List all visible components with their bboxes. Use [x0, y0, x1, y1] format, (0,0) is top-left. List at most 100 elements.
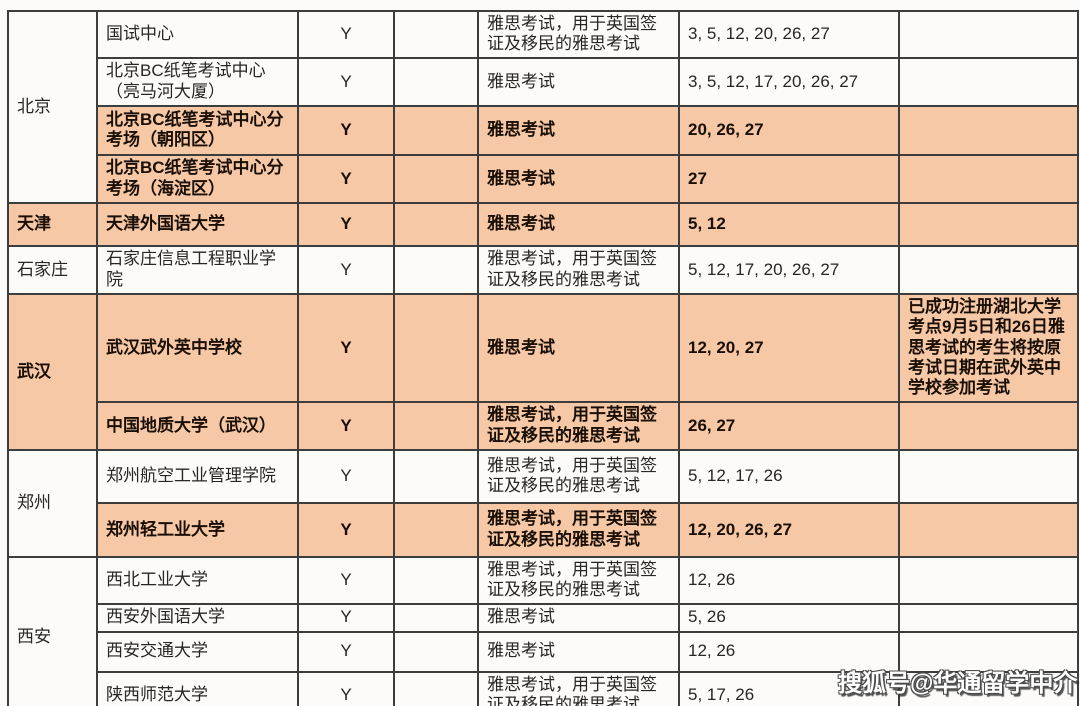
table-row-highlighted: 北京BC纸笔考试中心分考场（朝阳区） Y 雅思考试 20, 26, 27 [8, 104, 1079, 156]
notes-cell [898, 400, 1079, 451]
table-row: 郑州 郑州航空工业管理学院 Y 雅思考试，用于英国签证及移民的雅思考试 5, 1… [7, 448, 1079, 558]
notes-cell [898, 153, 1079, 204]
blank-cell [393, 400, 479, 451]
blank-cell [393, 56, 479, 107]
blank-cell [393, 670, 479, 706]
test-type-cell: 雅思考试 [477, 104, 680, 156]
center-cell: 中国地质大学（武汉） [96, 400, 299, 451]
city-cell-zhengzhou: 郑州 [7, 448, 98, 558]
center-cell: 武汉武外英中学校 [96, 292, 299, 403]
dates-cell: 27 [678, 153, 900, 204]
center-cell: 石家庄信息工程职业学院 [96, 244, 299, 295]
blank-cell [393, 501, 479, 558]
flag-cell: Y [297, 501, 395, 558]
table-row-highlighted: 天津 天津外国语大学 Y 雅思考试 5, 12 [7, 201, 1079, 247]
dates-cell: 26, 27 [678, 400, 900, 451]
city-cell-tianjin: 天津 [7, 201, 98, 247]
dates-cell: 5, 12 [678, 201, 900, 247]
dates-cell: 5, 26 [678, 602, 900, 633]
blank-cell [393, 555, 479, 605]
center-cell: 西北工业大学 [96, 555, 299, 605]
notes-cell [898, 602, 1079, 633]
dates-cell: 20, 26, 27 [678, 104, 900, 156]
center-cell: 西安交通大学 [96, 630, 299, 673]
dates-cell: 3, 5, 12, 20, 26, 27 [678, 10, 900, 59]
table-row: 石家庄 石家庄信息工程职业学院 Y 雅思考试，用于英国签证及移民的雅思考试 5,… [7, 244, 1079, 295]
notes-cell [898, 448, 1079, 504]
flag-cell: Y [297, 630, 395, 673]
notes-cell [898, 104, 1079, 156]
test-type-cell: 雅思考试 [477, 292, 680, 403]
blank-cell [393, 448, 479, 504]
dates-cell: 12, 26 [678, 555, 900, 605]
dates-cell: 12, 26 [678, 630, 900, 673]
center-cell: 北京BC纸笔考试中心分考场（朝阳区） [96, 104, 299, 156]
table-row-highlighted: 郑州轻工业大学 Y 雅思考试，用于英国签证及移民的雅思考试 12, 20, 26… [8, 501, 1079, 558]
city-cell-xian: 西安 [7, 555, 98, 706]
test-type-cell: 雅思考试 [477, 201, 680, 247]
notes-cell [898, 201, 1079, 247]
flag-cell: Y [297, 670, 395, 706]
city-cell-beijing: 北京 [7, 10, 98, 204]
flag-cell: Y [297, 400, 395, 451]
table-row-highlighted: 武汉 武汉武外英中学校 Y 雅思考试 12, 20, 27 已成功注册湖北大学考… [7, 292, 1079, 451]
test-type-cell: 雅思考试，用于英国签证及移民的雅思考试 [477, 400, 680, 451]
center-cell: 北京BC纸笔考试中心分考场（海淀区） [96, 153, 299, 204]
notes-cell [898, 630, 1079, 673]
test-type-cell: 雅思考试，用于英国签证及移民的雅思考试 [477, 501, 680, 558]
table-row: 陕西师范大学 Y 雅思考试，用于英国签证及移民的雅思考试 5, 17, 26 [8, 670, 1079, 706]
dates-cell: 12, 20, 26, 27 [678, 501, 900, 558]
table-row: 西安外国语大学 Y 雅思考试 5, 26 [8, 602, 1079, 633]
flag-cell: Y [297, 104, 395, 156]
test-type-cell: 雅思考试，用于英国签证及移民的雅思考试 [477, 555, 680, 605]
table-row-highlighted: 中国地质大学（武汉） Y 雅思考试，用于英国签证及移民的雅思考试 26, 27 [8, 400, 1079, 451]
notes-cell [898, 244, 1079, 295]
notes-cell [898, 555, 1079, 605]
test-type-cell: 雅思考试 [477, 153, 680, 204]
test-type-cell: 雅思考试，用于英国签证及移民的雅思考试 [477, 244, 680, 295]
flag-cell: Y [297, 201, 395, 247]
center-cell: 北京BC纸笔考试中心（亮马河大厦） [96, 56, 299, 107]
table-row: 北京BC纸笔考试中心（亮马河大厦） Y 雅思考试 3, 5, 12, 17, 2… [8, 56, 1079, 107]
notes-cell [898, 10, 1079, 59]
ielts-test-center-table: 北京 国试中心 Y 雅思考试，用于英国签证及移民的雅思考试 3, 5, 12, … [7, 10, 1079, 706]
flag-cell: Y [297, 153, 395, 204]
test-type-cell: 雅思考试 [477, 630, 680, 673]
table-row: 西安交通大学 Y 雅思考试 12, 26 [8, 630, 1079, 673]
test-type-cell: 雅思考试 [477, 602, 680, 633]
notes-cell [898, 501, 1079, 558]
blank-cell [393, 153, 479, 204]
blank-cell [393, 292, 479, 403]
flag-cell: Y [297, 56, 395, 107]
sohu-watermark: 搜狐号@华通留学中介 [838, 670, 1078, 697]
center-cell: 陕西师范大学 [96, 670, 299, 706]
flag-cell: Y [297, 292, 395, 403]
city-cell-wuhan: 武汉 [7, 292, 98, 451]
blank-cell [393, 10, 479, 59]
flag-cell: Y [297, 10, 395, 59]
dates-cell: 12, 20, 27 [678, 292, 900, 403]
table-row-highlighted: 北京BC纸笔考试中心分考场（海淀区） Y 雅思考试 27 [8, 153, 1079, 204]
center-cell: 天津外国语大学 [96, 201, 299, 247]
center-cell: 郑州轻工业大学 [96, 501, 299, 558]
table-row: 北京 国试中心 Y 雅思考试，用于英国签证及移民的雅思考试 3, 5, 12, … [7, 10, 1079, 204]
dates-cell: 5, 12, 17, 26 [678, 448, 900, 504]
blank-cell [393, 104, 479, 156]
notes-cell [898, 56, 1079, 107]
blank-cell [393, 201, 479, 247]
flag-cell: Y [297, 244, 395, 295]
dates-cell: 3, 5, 12, 17, 20, 26, 27 [678, 56, 900, 107]
notes-cell [898, 670, 1079, 706]
table-row: 西安 西北工业大学 Y 雅思考试，用于英国签证及移民的雅思考试 12, 26 [7, 555, 1079, 706]
center-cell: 国试中心 [96, 10, 299, 59]
dates-cell: 5, 12, 17, 20, 26, 27 [678, 244, 900, 295]
notes-cell: 已成功注册湖北大学考点9月5日和26日雅思考试的考生将按原考试日期在武外英中学校… [898, 292, 1079, 403]
test-type-cell: 雅思考试，用于英国签证及移民的雅思考试 [477, 448, 680, 504]
center-cell: 西安外国语大学 [96, 602, 299, 633]
flag-cell: Y [297, 602, 395, 633]
flag-cell: Y [297, 448, 395, 504]
test-type-cell: 雅思考试 [477, 56, 680, 107]
flag-cell: Y [297, 555, 395, 605]
test-type-cell: 雅思考试，用于英国签证及移民的雅思考试 [477, 10, 680, 59]
